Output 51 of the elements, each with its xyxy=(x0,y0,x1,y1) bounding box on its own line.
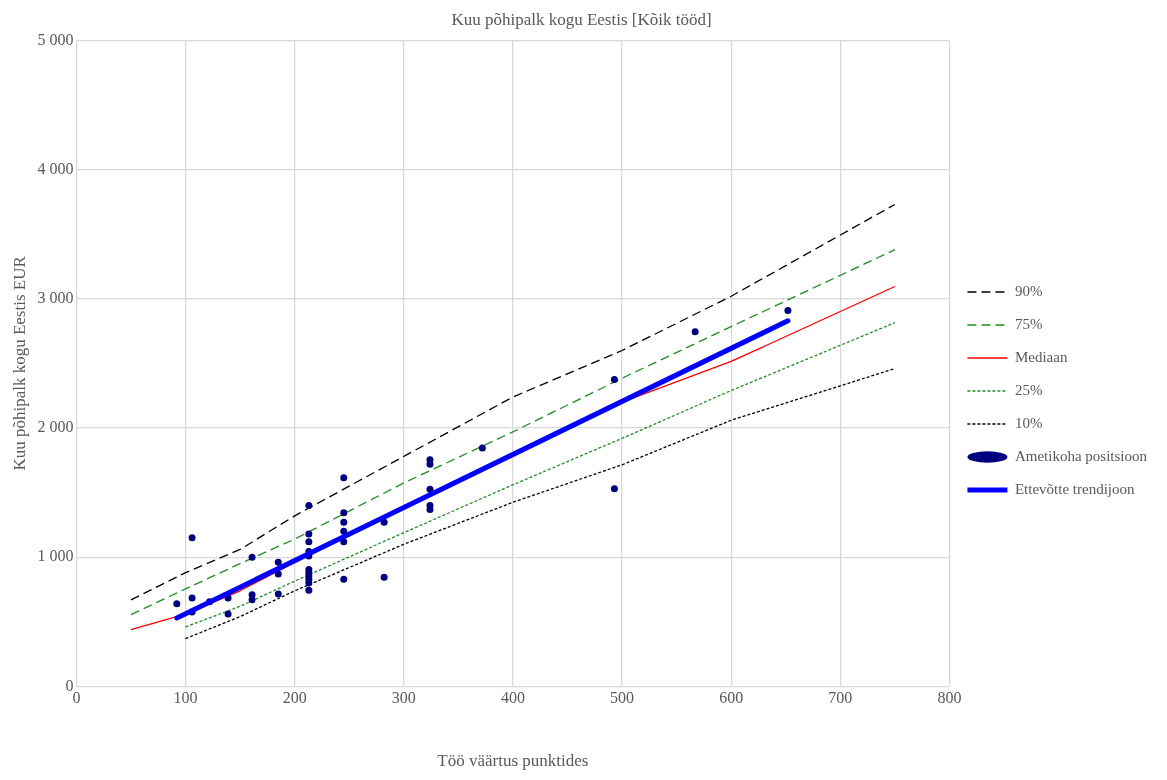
x-tick-label: 500 xyxy=(610,689,635,707)
point xyxy=(173,600,181,608)
point xyxy=(610,376,618,384)
point xyxy=(340,509,348,517)
point xyxy=(340,474,348,482)
x-axis-title: Töö väärtus punktides xyxy=(437,751,589,771)
point xyxy=(610,485,618,493)
point xyxy=(224,610,232,618)
point xyxy=(478,444,486,452)
line-series xyxy=(184,367,896,640)
point xyxy=(305,538,313,546)
y-tick-label: 3 000 xyxy=(37,289,74,306)
legend-label: Ametikoha positsioon xyxy=(1014,447,1148,464)
x-tick-label: 600 xyxy=(719,689,744,707)
point xyxy=(340,527,348,535)
point xyxy=(380,573,388,581)
point xyxy=(305,586,313,594)
line-series xyxy=(184,322,896,628)
point xyxy=(691,328,699,336)
legend-label: 90% xyxy=(1014,282,1043,299)
x-tick-label: 200 xyxy=(282,689,307,707)
point xyxy=(305,530,313,538)
legend-label: Mediaan xyxy=(1014,348,1068,365)
x-tick-label: 800 xyxy=(937,689,962,707)
point xyxy=(340,575,348,583)
point xyxy=(784,306,792,314)
legend-label: 10% xyxy=(1014,414,1043,431)
y-tick-label: 4 000 xyxy=(37,159,74,177)
x-tick-label: 300 xyxy=(391,689,416,707)
y-tick-label: 1 000 xyxy=(37,547,74,565)
point xyxy=(380,518,388,526)
point xyxy=(248,596,256,604)
point xyxy=(248,553,256,561)
legend-label: 25% xyxy=(1014,381,1043,398)
point xyxy=(274,558,282,566)
y-tick-label: 2 000 xyxy=(37,418,74,436)
legend-label: 75% xyxy=(1014,315,1043,332)
point xyxy=(188,534,196,542)
x-tick-label: 100 xyxy=(173,689,198,707)
point xyxy=(188,594,196,602)
point xyxy=(274,590,282,598)
x-tick-label: 400 xyxy=(500,689,525,707)
point xyxy=(305,502,313,510)
x-tick-label: 700 xyxy=(828,689,853,707)
point xyxy=(340,518,348,526)
y-tick-label: 0 xyxy=(65,676,74,694)
y-axis-title: Kuu põhipalk kogu Eestis EUR xyxy=(9,255,29,471)
chart-title: Kuu põhipalk kogu Eestis [Kõik tööd] xyxy=(451,9,712,29)
y-tick-label: 5 000 xyxy=(37,30,74,48)
legend-label: Ettevõtte trendijoon xyxy=(1014,480,1135,497)
point xyxy=(274,570,282,578)
